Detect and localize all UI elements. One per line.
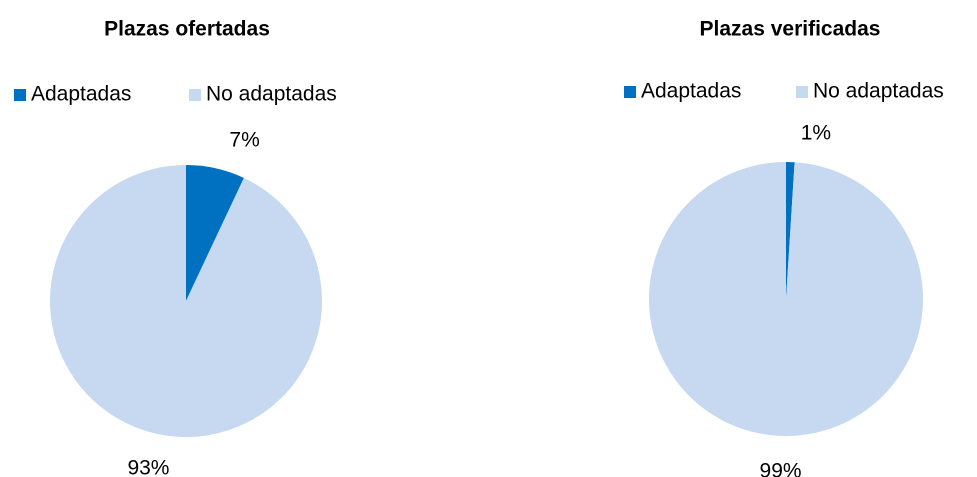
pie-slice [186, 165, 244, 301]
legend-label: Adaptadas [641, 80, 741, 103]
legend-swatch [189, 89, 201, 101]
legend-swatch [624, 86, 636, 98]
pie-slice [649, 162, 924, 437]
legend-swatch [14, 89, 26, 101]
legend-label: No adaptadas [813, 80, 944, 103]
data-label: 7% [229, 128, 259, 151]
data-label: 99% [760, 459, 802, 477]
legend-label: No adaptadas [206, 83, 337, 106]
chart-title: Plazas verificadas [700, 18, 881, 41]
legend-label: Adaptadas [31, 83, 131, 106]
pie-slice [49, 165, 323, 438]
pie-slice [786, 162, 795, 299]
data-label: 1% [801, 122, 831, 145]
chart-title: Plazas ofertadas [104, 18, 270, 41]
legend-swatch [796, 86, 808, 98]
data-label: 93% [127, 456, 169, 477]
